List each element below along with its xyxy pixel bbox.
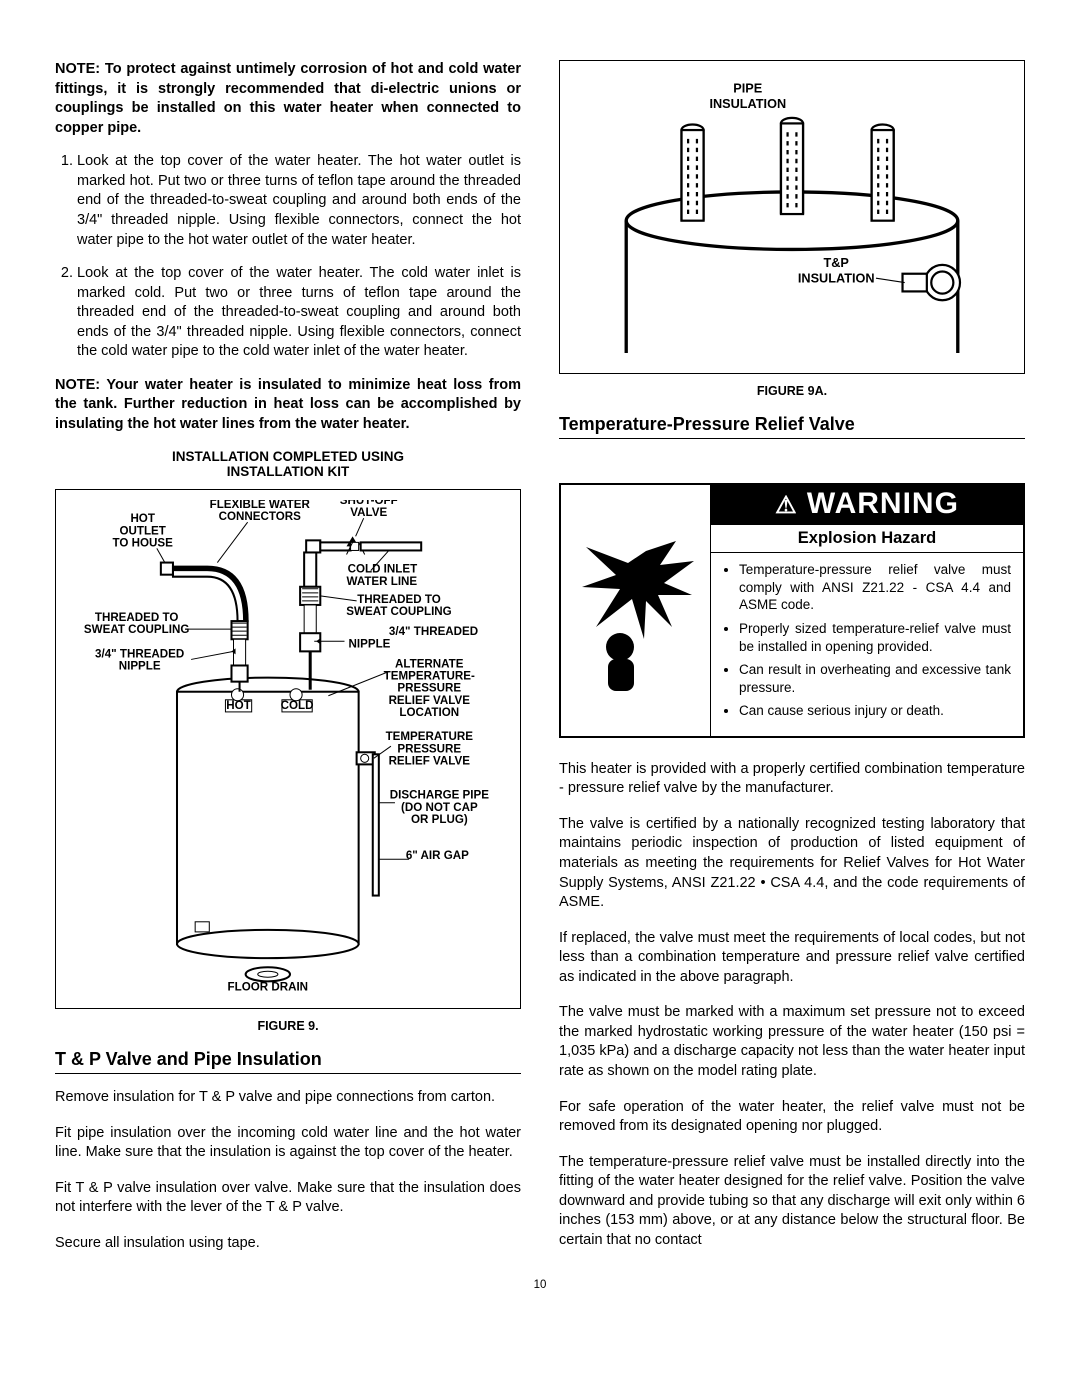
l-hot2: OUTLET [120, 524, 166, 537]
l-t2s2: SWEAT COUPLING [84, 623, 189, 636]
warning-word: WARNING [807, 487, 959, 520]
tp-section-title: T & P Valve and Pipe Insulation [55, 1049, 521, 1074]
warning-triangle-icon: ⚠ [775, 492, 798, 519]
f9a-l4: INSULATION [798, 271, 875, 286]
f9a-l3: T&P [823, 255, 849, 270]
l-alt1: ALTERNATE [395, 657, 464, 670]
l-tpr3: RELIEF VALVE [389, 754, 471, 767]
figure-9-title: INSTALLATION COMPLETED USING INSTALLATIO… [55, 449, 521, 479]
l-dp1: DISCHARGE PIPE [390, 788, 489, 801]
fig9-title-line1: INSTALLATION COMPLETED USING [172, 449, 404, 464]
explosion-icon [576, 531, 696, 691]
l-t2s1b: THREADED TO [357, 592, 441, 605]
warning-header: ⚠ WARNING [711, 485, 1023, 525]
tpr-p6: The temperature-pressure relief valve mu… [559, 1153, 1025, 1251]
figure-9-svg: HOT COLD [66, 500, 510, 994]
tp-p2: Fit pipe insulation over the incoming co… [55, 1124, 521, 1163]
fig9-title-line2: INSTALLATION KIT [227, 464, 349, 479]
l-alt2: TEMPERATURE- [384, 669, 475, 682]
l-cold1: COLD INLET [348, 562, 418, 575]
tpr-section-title: Temperature-Pressure Relief Valve [559, 414, 1025, 439]
l-alt4: RELIEF VALVE [389, 693, 471, 706]
l-flex2: CONNECTORS [219, 510, 302, 523]
left-column: NOTE: To protect against untimely corros… [55, 60, 521, 1253]
l-alt5: LOCATION [399, 706, 459, 719]
warning-image [561, 485, 711, 735]
f9a-l1: PIPE [733, 80, 762, 95]
l-ag: 6" AIR GAP [406, 849, 469, 862]
figure-9a-caption: FIGURE 9A. [559, 384, 1025, 398]
figure-9a-svg: PIPE INSULATION [582, 77, 1002, 353]
l-hot1: HOT [130, 512, 154, 525]
l-hot3: TO HOUSE [113, 536, 174, 549]
figure-9-caption: FIGURE 9. [55, 1019, 521, 1033]
warning-list: Temperature-pressure relief valve must c… [711, 553, 1023, 735]
l-t2s2b: SWEAT COUPLING [346, 605, 451, 618]
f9a-l2: INSULATION [709, 96, 786, 111]
note-dielectric: NOTE: To protect against untimely corros… [55, 60, 521, 138]
l-dp3: OR PLUG) [411, 812, 468, 825]
step-2: Look at the top cover of the water heate… [77, 264, 521, 362]
tp-p4: Secure all insulation using tape. [55, 1234, 521, 1254]
l-fd: FLOOR DRAIN [228, 980, 309, 993]
tpr-p1: This heater is provided with a properly … [559, 760, 1025, 799]
warn-b4: Can cause serious injury or death. [739, 702, 1011, 720]
l-shut2: VALVE [350, 506, 387, 519]
l-dp2: (DO NOT CAP [401, 800, 478, 813]
figure-9: HOT COLD [55, 489, 521, 1009]
tpr-p5: For safe operation of the water heater, … [559, 1098, 1025, 1137]
warning-box: ⚠ WARNING Explosion Hazard Temperature-p… [559, 483, 1025, 737]
figure-9a: PIPE INSULATION [559, 60, 1025, 374]
tpr-p3: If replaced, the valve must meet the req… [559, 929, 1025, 988]
l-tn1b: 3/4" THREADED [389, 625, 478, 638]
warn-b3: Can result in overheating and excessive … [739, 661, 1011, 696]
warn-b1: Temperature-pressure relief valve must c… [739, 561, 1011, 614]
l-tn2: NIPPLE [119, 659, 161, 672]
warn-b2: Properly sized temperature-relief valve … [739, 620, 1011, 655]
l-cold2: WATER LINE [347, 574, 418, 587]
tp-p1: Remove insulation for T & P valve and pi… [55, 1088, 521, 1108]
l-tpr2: PRESSURE [397, 742, 461, 755]
l-t2s1: THREADED TO [95, 611, 179, 624]
l-alt3: PRESSURE [397, 681, 461, 694]
right-column: PIPE INSULATION [559, 60, 1025, 1253]
l-tpr1: TEMPERATURE [386, 730, 474, 743]
note-insulation: NOTE: Your water heater is insulated to … [55, 376, 521, 435]
tpr-p4: The valve must be marked with a maximum … [559, 1003, 1025, 1081]
tpr-p2: The valve is certified by a nationally r… [559, 815, 1025, 913]
tp-p3: Fit T & P valve insulation over valve. M… [55, 1179, 521, 1218]
l-tn1: 3/4" THREADED [95, 647, 184, 660]
step-1: Look at the top cover of the water heate… [77, 152, 521, 250]
page-number: 10 [55, 1279, 1025, 1291]
l-tn2b: NIPPLE [349, 637, 391, 650]
warning-subhead: Explosion Hazard [711, 525, 1023, 553]
install-steps: Look at the top cover of the water heate… [55, 152, 521, 362]
